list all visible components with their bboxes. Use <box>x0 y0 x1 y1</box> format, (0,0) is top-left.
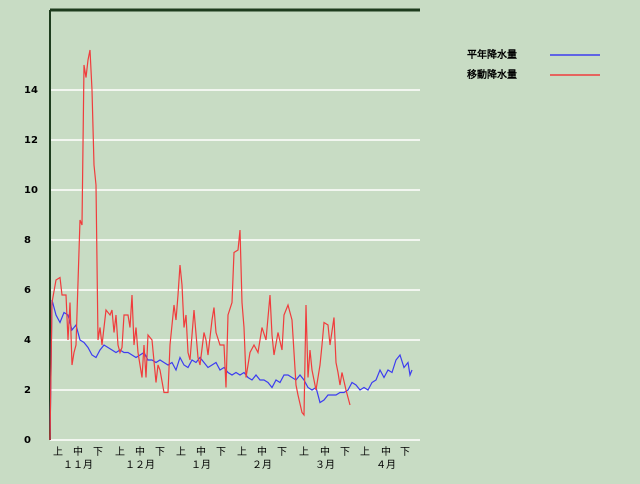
x-tick-label: 中 <box>257 445 267 458</box>
y-tick-label: 8 <box>24 235 31 246</box>
month-label: １２月 <box>125 459 155 471</box>
x-tick-label: 下 <box>340 447 350 458</box>
month-label: ３月 <box>315 459 335 471</box>
y-tick-label: 10 <box>24 185 38 196</box>
x-tick-label: 上 <box>237 446 247 458</box>
y-tick-label: 6 <box>24 285 31 296</box>
x-tick-label: 上 <box>299 446 309 458</box>
x-tick-label: 下 <box>155 447 165 458</box>
month-label: ４月 <box>376 459 396 471</box>
y-tick-label: 12 <box>24 135 38 146</box>
x-tick-label: 上 <box>53 446 63 458</box>
x-tick-label: 中 <box>320 445 330 458</box>
series-line <box>49 49 351 441</box>
month-label: ２月 <box>252 459 272 471</box>
x-tick-label: 下 <box>93 447 103 458</box>
y-tick-label: 0 <box>24 435 31 446</box>
x-tick-label: 上 <box>115 446 125 458</box>
legend-label: 移動降水量 <box>467 68 517 81</box>
series-line <box>49 299 413 441</box>
x-tick-label: 上 <box>176 446 186 458</box>
x-tick-label: 下 <box>400 447 410 458</box>
y-tick-label: 14 <box>24 85 38 96</box>
x-tick-label: 中 <box>196 445 206 458</box>
y-tick-label: 2 <box>24 385 31 396</box>
legend-label: 平年降水量 <box>467 48 517 61</box>
x-tick-label: 下 <box>216 447 226 458</box>
x-tick-label: 中 <box>73 445 83 458</box>
x-tick-label: 中 <box>135 445 145 458</box>
month-label: １１月 <box>63 459 93 471</box>
y-tick-label: 4 <box>24 335 31 346</box>
x-tick-label: 下 <box>277 447 287 458</box>
x-tick-label: 上 <box>360 446 370 458</box>
month-label: １月 <box>191 459 211 471</box>
x-tick-label: 中 <box>381 445 391 458</box>
